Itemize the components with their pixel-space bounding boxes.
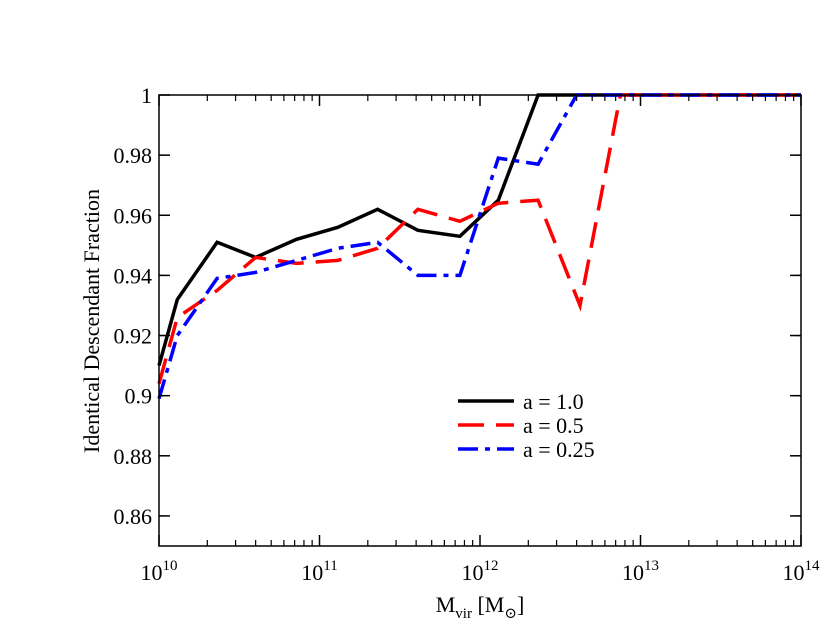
y-tick-label-2: 0.9 (125, 384, 153, 409)
x-tick-exponent: 12 (484, 558, 499, 574)
x-tick-exponent: 10 (163, 558, 178, 574)
series-layer (157, 93, 801, 400)
x-axis-label-close: ] (517, 592, 524, 617)
legend: a = 1.0a = 0.5a = 0.25 (458, 389, 595, 462)
y-tick-labels: 0.86 0.88 0.9 0.92 0.94 0.96 0.98 1 (114, 83, 153, 529)
y-tick-label-3: 0.92 (114, 324, 153, 349)
legend-label-1: a = 0.5 (523, 413, 584, 438)
x-tick-label-1: 1011 (301, 558, 337, 585)
x-tick-exponent: 14 (805, 558, 821, 574)
y-tick-label-4: 0.94 (114, 263, 153, 288)
x-tick-base: 10 (301, 560, 323, 585)
x-tick-base: 10 (783, 560, 805, 585)
x-axis-label-main: M (436, 592, 456, 617)
x-tick-exponent: 13 (644, 558, 659, 574)
y-tick-label-5: 0.96 (114, 203, 153, 228)
x-tick-label-2: 1012 (462, 558, 499, 585)
x-tick-base: 10 (622, 560, 644, 585)
x-tick-label-0: 1010 (141, 558, 178, 585)
y-tick-label-0: 0.86 (114, 504, 153, 529)
series-line-0 (157, 93, 801, 367)
x-tick-base: 10 (462, 560, 484, 585)
x-axis-label-open: [M (472, 592, 504, 617)
x-axis-label-sub: vir (455, 606, 472, 622)
series-line-1 (157, 93, 801, 385)
x-axis-label-sub2: ⊙ (504, 606, 517, 622)
x-axis-label: Mvir [M⊙] (436, 592, 525, 622)
legend-label-0: a = 1.0 (523, 389, 584, 414)
ticks-layer (158, 94, 802, 546)
series-line-2 (157, 93, 801, 400)
y-tick-label-1: 0.88 (114, 444, 153, 469)
x-tick-base: 10 (141, 560, 163, 585)
x-tick-labels: 1010 1011 1012 1013 1014 (141, 558, 821, 585)
x-tick-exponent: 11 (323, 558, 337, 574)
y-axis-label: Identical Descendant Fraction (79, 189, 104, 453)
y-tick-label-7: 1 (141, 83, 152, 108)
x-tick-label-4: 1014 (783, 558, 821, 585)
y-tick-label-6: 0.98 (114, 143, 153, 168)
legend-label-2: a = 0.25 (523, 437, 595, 462)
plot-frame (158, 94, 802, 547)
x-tick-label-3: 1013 (622, 558, 659, 585)
